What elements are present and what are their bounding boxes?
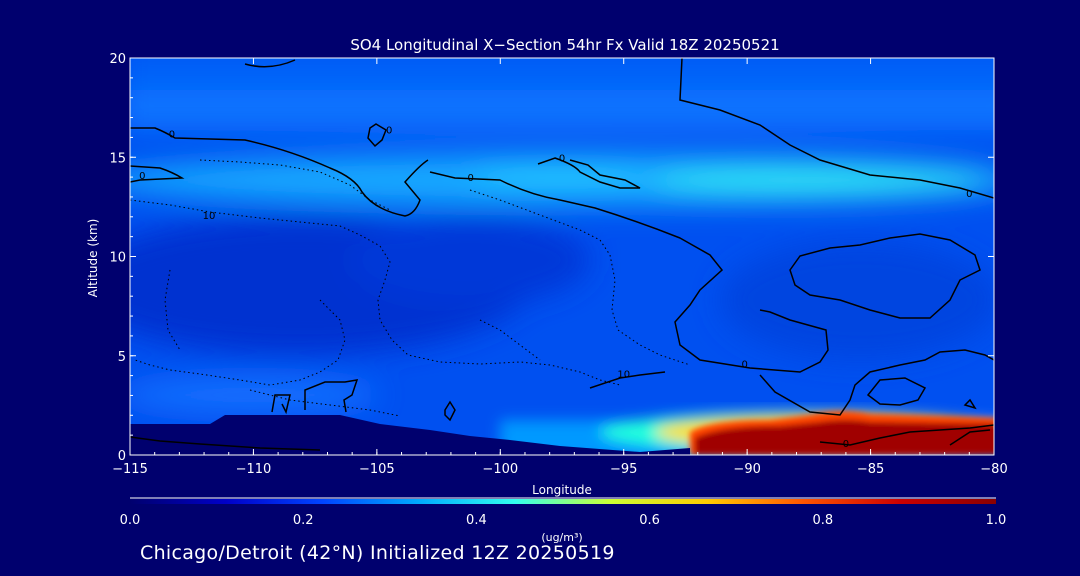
contour-line-east-upper [679, 58, 994, 199]
x-tick-label-4: −95 [610, 462, 637, 477]
plume-core [690, 411, 994, 455]
contour-line-mid-east [589, 371, 666, 389]
y-tick-label-1: 5 [118, 350, 126, 365]
concentration-field [130, 58, 994, 413]
dotted-contours [130, 159, 691, 417]
dotted-contour-1 [130, 199, 621, 386]
dotted-contour-5 [164, 269, 181, 351]
colorbar-tick-label-1: 0.2 [293, 513, 314, 528]
x-tick-label-5: −90 [733, 462, 760, 477]
chart-title: SO4 Longitudinal X−Section 54hr Fx Valid… [350, 36, 779, 54]
dotted-contour-6 [249, 389, 401, 417]
contour-label-7: 10 [617, 370, 630, 381]
contour-label-2: 10 [203, 211, 216, 222]
colorbar-tick-label-2: 0.4 [466, 513, 487, 528]
field-band-secondary [470, 165, 650, 185]
x-tick-label-2: −105 [359, 462, 395, 477]
contour-line-sfc-east [819, 424, 994, 446]
contour-label-6: 0 [966, 189, 972, 200]
field-midlevel-low-2 [350, 215, 590, 305]
x-tick-label-3: −100 [482, 462, 518, 477]
contour-line-cell-107 [304, 379, 359, 413]
contour-line-cell-102 [444, 400, 456, 422]
x-tick-label-7: −80 [980, 462, 1007, 477]
x-tick-label-1: −110 [236, 462, 272, 477]
y-axis-label: Altitude (km) [86, 219, 100, 298]
x-axis: −115 −110 −105 −100 −95 −90 −85 −80 [112, 58, 1008, 477]
colorbar-tick-label-0: 0.0 [120, 513, 141, 528]
contour-labels: 0 0 10 0 0 0 0 10 0 0 [139, 125, 972, 450]
contour-line-cell-110 [271, 394, 291, 415]
contour-line-sfc-west [130, 436, 321, 451]
dotted-contour-4 [134, 299, 346, 386]
colorbar-tick-label-4: 0.8 [812, 513, 833, 528]
colorbar-ramp [130, 499, 996, 504]
y-tick-label-3: 15 [109, 151, 126, 166]
terrain-mask [130, 415, 690, 455]
x-tick-label-6: −85 [857, 462, 884, 477]
y-tick-label-0: 0 [118, 449, 126, 464]
contour-label-5: 0 [559, 153, 565, 164]
contour-label-1: 0 [139, 171, 145, 182]
contour-line-main-0 [429, 171, 829, 373]
colorbar-ticks: 0.0 0.2 0.4 0.6 0.8 1.0 [120, 497, 1007, 528]
contour-line-cell-105 [367, 123, 387, 148]
field-upper-layer [130, 90, 994, 130]
footer-caption: Chicago/Detroit (42°N) Initialized 12Z 2… [140, 542, 615, 564]
contour-line-upper-west-2 [130, 165, 185, 183]
contour-line-top [244, 59, 296, 68]
contour-line-east-cell [789, 233, 981, 319]
y-tick-label-2: 10 [109, 251, 126, 266]
field-top-layer [130, 58, 994, 90]
field-band-core [650, 164, 990, 196]
contour-line-east-lower [759, 349, 994, 416]
plot-area: 0 0 10 0 0 0 0 10 0 0 [130, 58, 994, 455]
colorbar-tick-label-5: 1.0 [986, 513, 1007, 528]
plume-red [695, 420, 994, 455]
contour-line-sfc-east-2 [949, 429, 991, 446]
contour-lines [130, 58, 994, 451]
y-tick-label-4: 20 [109, 52, 126, 67]
contour-line-east-lower-2 [866, 377, 927, 406]
y-axis: 0 5 10 15 20 [109, 52, 994, 464]
dotted-contour-7 [479, 319, 541, 361]
contour-line-cell-81 [963, 398, 977, 410]
contour-label-9: 0 [843, 439, 849, 450]
contour-line-cell-97 [537, 157, 641, 189]
contour-label-3: 0 [386, 125, 392, 136]
contour-line-upper-west [130, 127, 429, 217]
x-tick-label-0: −115 [112, 462, 148, 477]
colorbar: 0.0 0.2 0.4 0.6 0.8 1.0 (ug/m³) [120, 497, 1007, 544]
colorbar-unit: (ug/m³) [541, 531, 582, 544]
field-lower-layer [130, 377, 380, 413]
contour-label-0: 0 [169, 129, 175, 140]
contour-label-8: 0 [741, 360, 747, 371]
colorbar-tick-label-3: 0.6 [639, 513, 660, 528]
field-midlevel-east [720, 240, 994, 360]
contour-label-4: 0 [467, 173, 473, 184]
x-axis-label: Longitude [532, 483, 592, 497]
